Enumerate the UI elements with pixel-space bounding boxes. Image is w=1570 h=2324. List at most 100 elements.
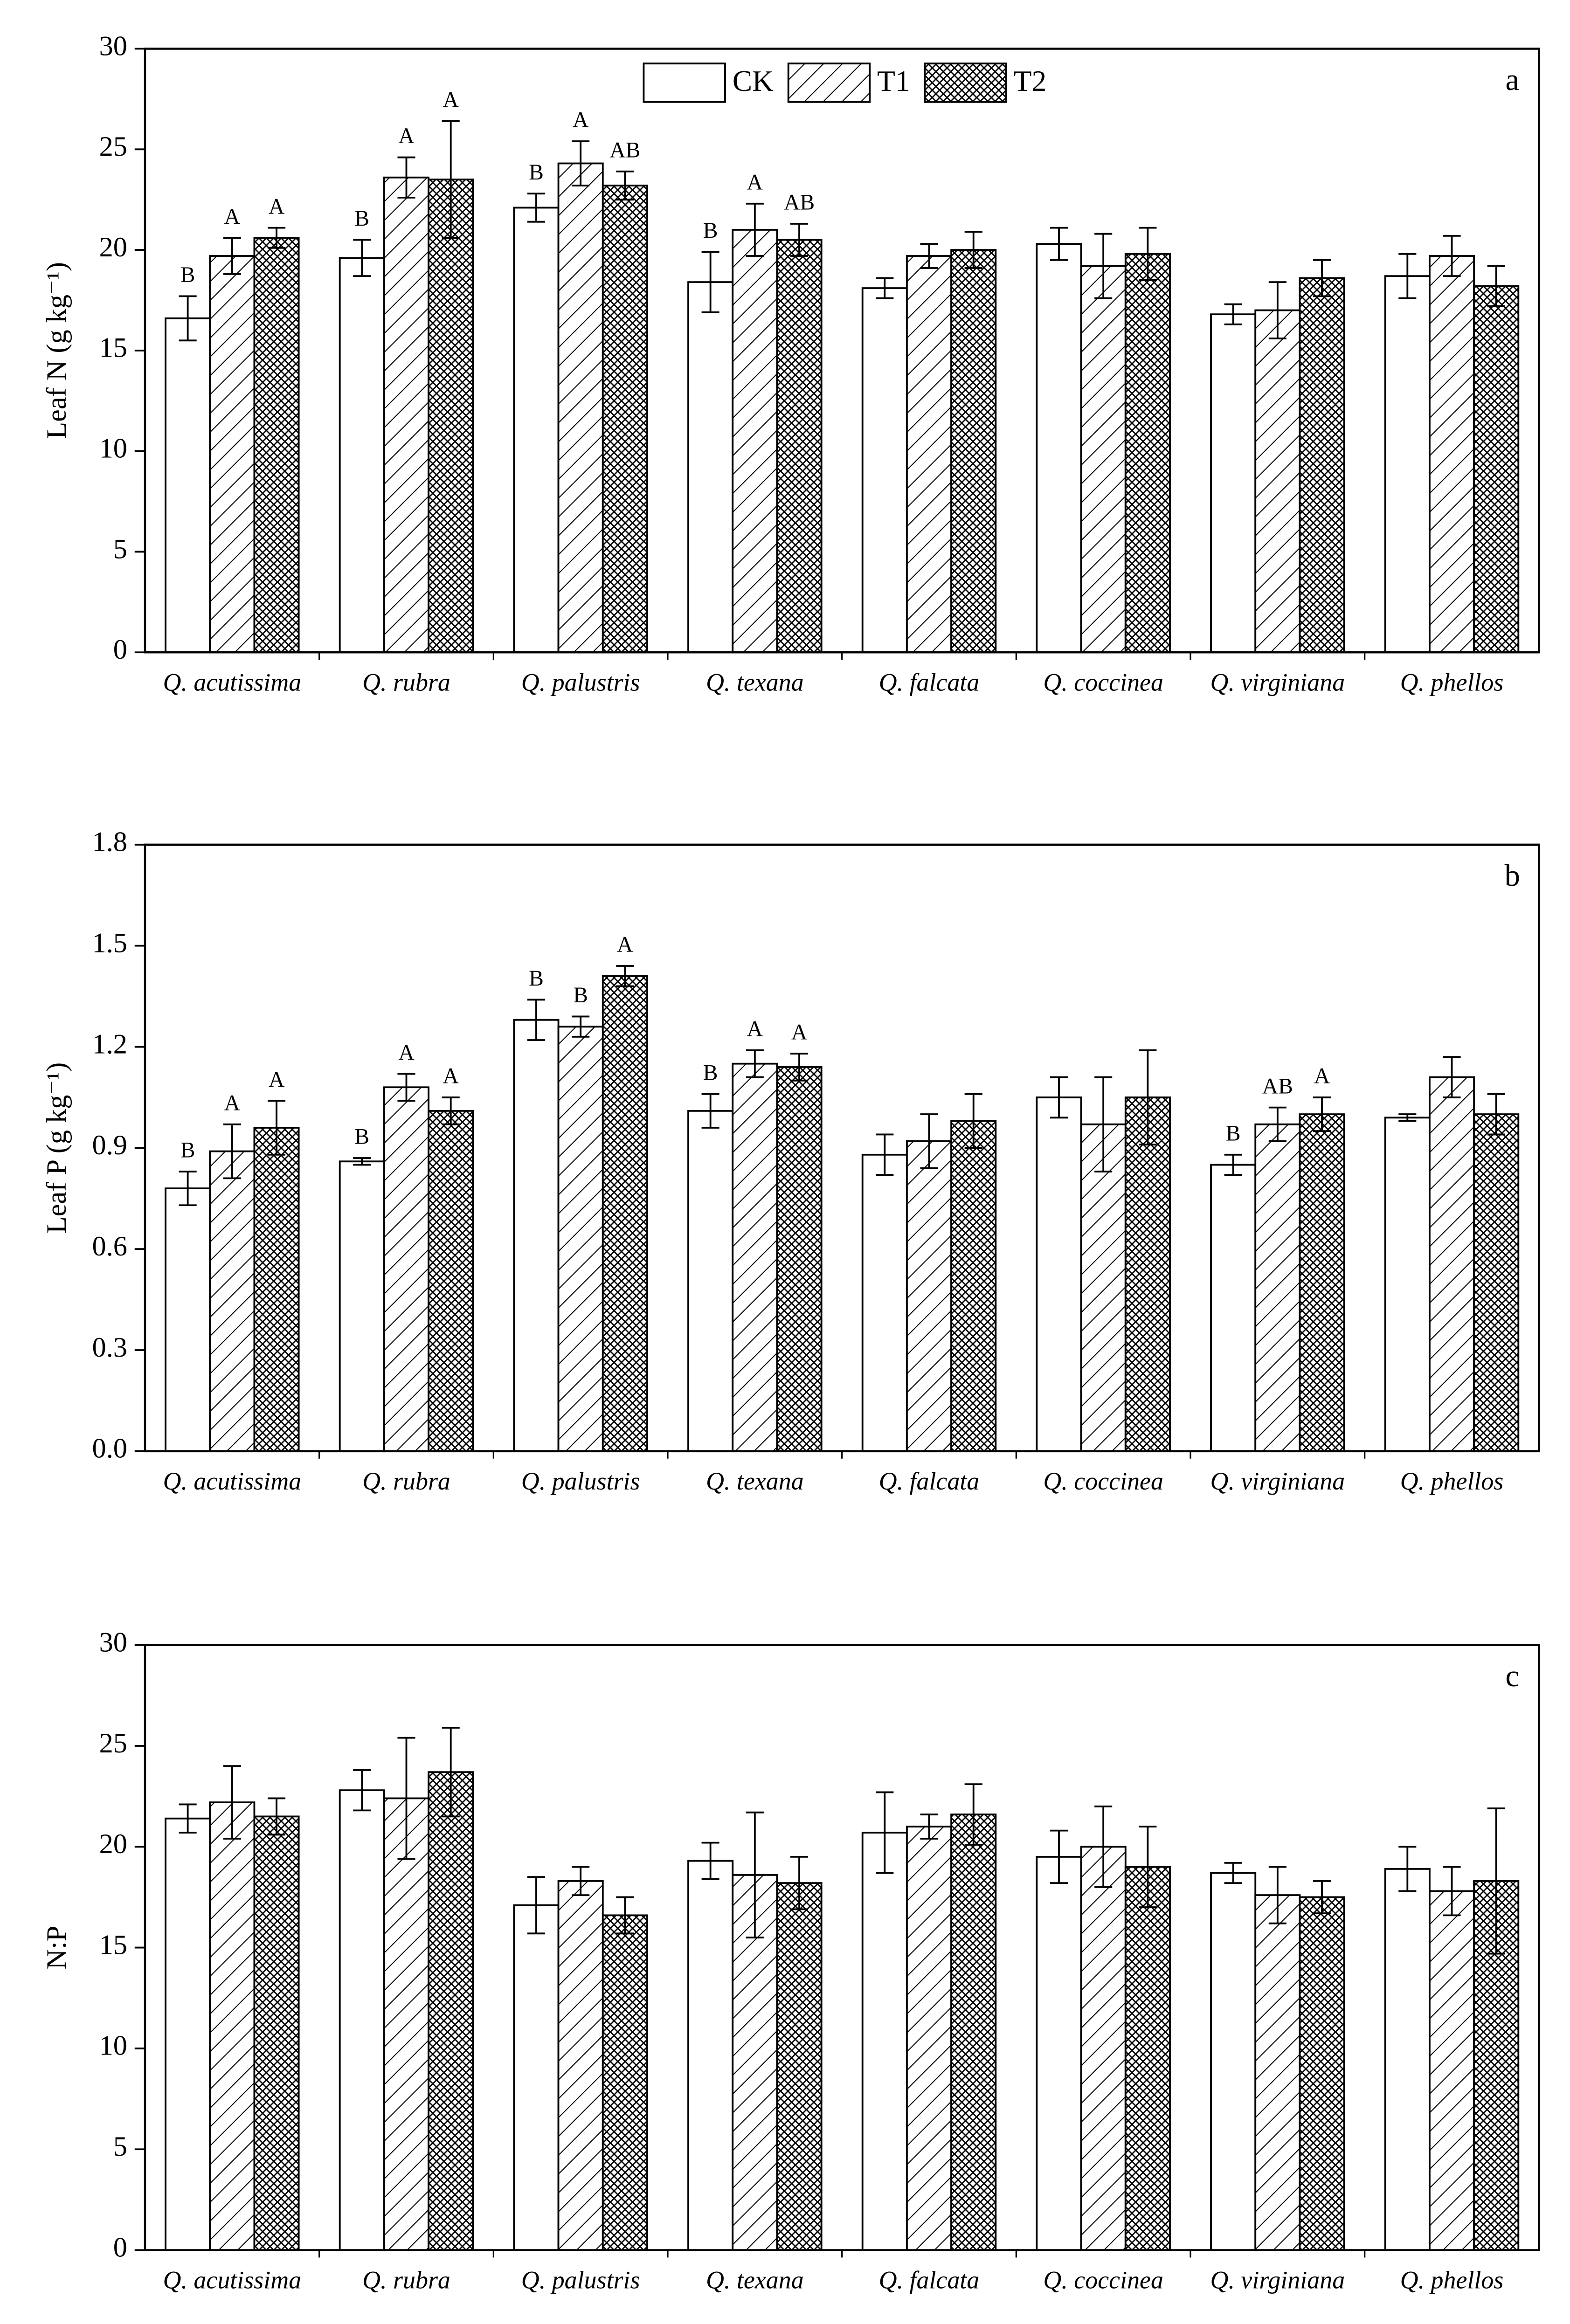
error-bar (1139, 1826, 1157, 1908)
error-bar (572, 1866, 590, 1896)
bar (732, 1062, 778, 1452)
x-tick-label: Q. coccinea (1043, 668, 1163, 696)
y-tick-label: 25 (99, 131, 127, 162)
error-bar (1398, 1846, 1417, 1892)
y-tick-label: 15 (99, 332, 127, 364)
bar (602, 975, 648, 1452)
bar (906, 1826, 953, 2251)
y-tick-label: 30 (99, 30, 127, 62)
x-tick-label: Q. acutissima (163, 668, 302, 696)
error-bar (790, 223, 809, 257)
bar (1299, 277, 1345, 654)
bar (1254, 1894, 1301, 2251)
bar (1080, 1123, 1127, 1452)
y-tick-label: 15 (99, 1929, 127, 1960)
error-bar (1050, 1076, 1068, 1119)
legend-swatch (787, 62, 871, 103)
bar (906, 1140, 953, 1452)
bar (1299, 1113, 1345, 1452)
bar (209, 255, 256, 654)
error-bar (1268, 1866, 1286, 1924)
error-bar (1487, 265, 1505, 307)
error-bar (1313, 259, 1331, 297)
error-bar (1139, 227, 1157, 281)
y-tick-label: 20 (99, 1828, 127, 1860)
plot-frame (144, 48, 1540, 654)
significance-label: B (354, 207, 369, 231)
bar (1299, 1896, 1345, 2251)
bar (428, 1110, 474, 1452)
error-bar (527, 999, 546, 1041)
bar (557, 1026, 604, 1452)
y-tick-label: 5 (113, 2131, 127, 2162)
error-bar (1224, 1153, 1242, 1176)
bar (209, 1801, 256, 2251)
significance-label: A (747, 170, 763, 194)
significance-label: B (354, 1125, 369, 1149)
y-tick-label: 20 (99, 232, 127, 263)
error-bar (353, 1769, 371, 1812)
significance-label: A (224, 205, 241, 229)
error-bar (920, 1113, 938, 1169)
error-bar (1313, 1880, 1331, 1914)
error-bar (920, 1814, 938, 1840)
error-bar (616, 170, 634, 201)
significance-label: A (269, 1068, 285, 1092)
error-bar (701, 1841, 719, 1880)
error-bar (964, 231, 982, 269)
y-tick-label: 0.6 (92, 1231, 127, 1262)
y-tick-label: 5 (113, 533, 127, 565)
bar (950, 249, 997, 654)
bar (602, 1914, 648, 2251)
y-tick-label: 0.9 (92, 1130, 127, 1161)
bar (165, 317, 211, 654)
bar (339, 1160, 385, 1452)
x-tick-label: Q. falcata (879, 1467, 980, 1495)
error-bar (746, 1811, 764, 1938)
x-tick-label: Q. texana (706, 2266, 804, 2294)
error-bar (701, 251, 719, 313)
y-tick-label: 1.2 (92, 1028, 127, 1060)
error-bar (746, 1049, 764, 1078)
bar (1384, 275, 1431, 654)
error-bar (223, 1123, 241, 1179)
significance-label: A (573, 108, 589, 132)
error-bar (527, 1876, 546, 1935)
x-tick-label: Q. texana (706, 668, 804, 696)
x-tick-label: Q. phellos (1400, 668, 1504, 696)
bar (1473, 285, 1520, 654)
y-tick-label: 1.5 (92, 927, 127, 959)
error-bar (267, 1797, 286, 1836)
y-tick-label: 0 (113, 634, 127, 665)
significance-label: AB (609, 138, 640, 162)
bar (1210, 313, 1257, 654)
error-bar (1443, 1056, 1461, 1098)
bar (557, 1880, 604, 2251)
bar (513, 1904, 560, 2251)
bar (950, 1120, 997, 1452)
legend-swatch (643, 62, 726, 103)
error-bar (397, 1737, 415, 1860)
significance-label: A (398, 124, 415, 148)
bar (1210, 1164, 1257, 1452)
bar (1254, 309, 1301, 654)
error-bar (572, 140, 590, 186)
bar (732, 229, 778, 654)
error-bar (1398, 253, 1417, 299)
y-axis-label: N:P (41, 1926, 72, 1970)
x-tick-label: Q. coccinea (1043, 1467, 1163, 1495)
significance-label: A (791, 1021, 808, 1045)
legend-swatch (924, 62, 1007, 103)
x-tick-label: Q. rubra (362, 1467, 450, 1495)
error-bar (701, 1093, 719, 1129)
x-tick-label: Q. falcata (879, 668, 980, 696)
bar (602, 185, 648, 654)
y-tick-label: 10 (99, 2030, 127, 2062)
error-bar (1050, 1829, 1068, 1884)
error-bar (1224, 303, 1242, 325)
error-bar (353, 239, 371, 277)
error-bar (790, 1855, 809, 1910)
y-axis-label: Leaf P (g kg⁻¹) (41, 1062, 72, 1234)
error-bar (223, 237, 241, 275)
bar (253, 1815, 300, 2251)
